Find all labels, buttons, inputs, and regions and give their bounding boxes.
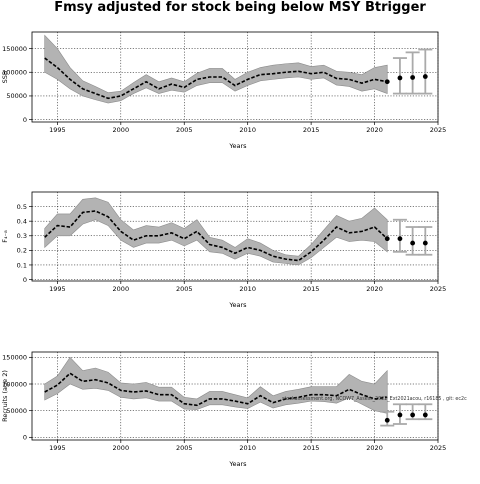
- x-tick-label: 2010: [239, 444, 256, 452]
- median-line: [44, 372, 388, 407]
- x-tick-label: 2015: [303, 285, 320, 293]
- forecast-point: [422, 240, 428, 246]
- forecast-point: [384, 79, 390, 85]
- y-tick-label: 0.5: [17, 203, 27, 211]
- x-tick-label: 2000: [113, 285, 130, 293]
- y-tick-label: 150000: [2, 45, 27, 53]
- x-tick-label: 2020: [366, 444, 383, 452]
- y-axis-label: F₄₋₈: [1, 230, 9, 243]
- x-tick-label: 2000: [113, 444, 130, 452]
- x-tick-label: 2025: [430, 285, 447, 293]
- x-tick-label: 1995: [49, 285, 66, 293]
- confidence-band: [44, 356, 388, 414]
- x-tick-label: 2025: [430, 444, 447, 452]
- forecast-point: [397, 412, 403, 418]
- x-tick-label: 2015: [303, 444, 320, 452]
- x-tick-label: 2015: [303, 126, 320, 134]
- y-tick-label: 0.4: [17, 217, 27, 225]
- y-tick-label: 100000: [2, 380, 27, 388]
- x-tick-label: 2005: [176, 126, 193, 134]
- x-tick-label: 2010: [239, 285, 256, 293]
- y-axis-label: Recruits (age 2): [1, 370, 9, 422]
- panel-2: 1995 2000 2005 2010 2015 2020 2025 0 0.1 0.2 0.3 0.…: [1, 191, 447, 309]
- confidence-band: [44, 197, 388, 266]
- axes-frame: [31, 191, 439, 282]
- y-tick-label: 0.1: [17, 261, 27, 269]
- axes-frame: [31, 351, 439, 441]
- forecast-point: [422, 74, 428, 79]
- median-line: [44, 210, 388, 262]
- median-line: [44, 57, 388, 100]
- x-axis-label: Years: [228, 301, 247, 309]
- x-tick-label: 2000: [113, 126, 130, 134]
- x-tick-label: 2005: [176, 285, 193, 293]
- source-annotation: stockassessment.org, NCOW7_Assess_2022_E…: [282, 396, 467, 402]
- y-axis-label: SSB: [1, 71, 9, 84]
- x-tick-label: 2020: [366, 126, 383, 134]
- forecast-point: [397, 236, 403, 242]
- confidence-band: [44, 34, 388, 104]
- forecast-point: [422, 412, 428, 418]
- y-tick-label: 0.3: [17, 232, 27, 240]
- y-tick-label: 150000: [2, 354, 27, 362]
- y-tick-label: 0: [23, 434, 27, 442]
- x-axis-label: Years: [228, 142, 247, 150]
- x-axis-label: Years: [228, 460, 247, 468]
- forecast-point: [410, 412, 416, 418]
- x-tick-label: 1995: [49, 444, 66, 452]
- forecast-point: [397, 75, 403, 81]
- x-tick-label: 1995: [49, 126, 66, 134]
- panel-1: 1995 2000 2005 2010 2015 2020 2025 0 50000 100000…: [1, 31, 447, 150]
- y-tick-label: 0: [23, 116, 27, 124]
- x-tick-label: 2020: [366, 285, 383, 293]
- forecast-point: [410, 240, 416, 246]
- y-tick-label: 0.2: [17, 247, 27, 255]
- forecast-point: [410, 75, 416, 80]
- axes-frame: [31, 31, 439, 123]
- y-tick-label: 50000: [6, 92, 27, 100]
- figure-title: Fmsy adjusted for stock being below MSY …: [54, 0, 426, 15]
- x-tick-label: 2005: [176, 444, 193, 452]
- forecast-point: [384, 417, 390, 423]
- x-tick-label: 2025: [430, 126, 447, 134]
- panel-3: 1995 2000 2005 2010 2015 2020 2025 0 50000 100000…: [1, 351, 467, 468]
- y-tick-label: 0: [23, 276, 27, 284]
- x-tick-label: 2010: [239, 126, 256, 134]
- y-tick-label: 100000: [2, 69, 27, 77]
- forecast-point: [384, 236, 390, 242]
- y-tick-label: 50000: [6, 407, 27, 415]
